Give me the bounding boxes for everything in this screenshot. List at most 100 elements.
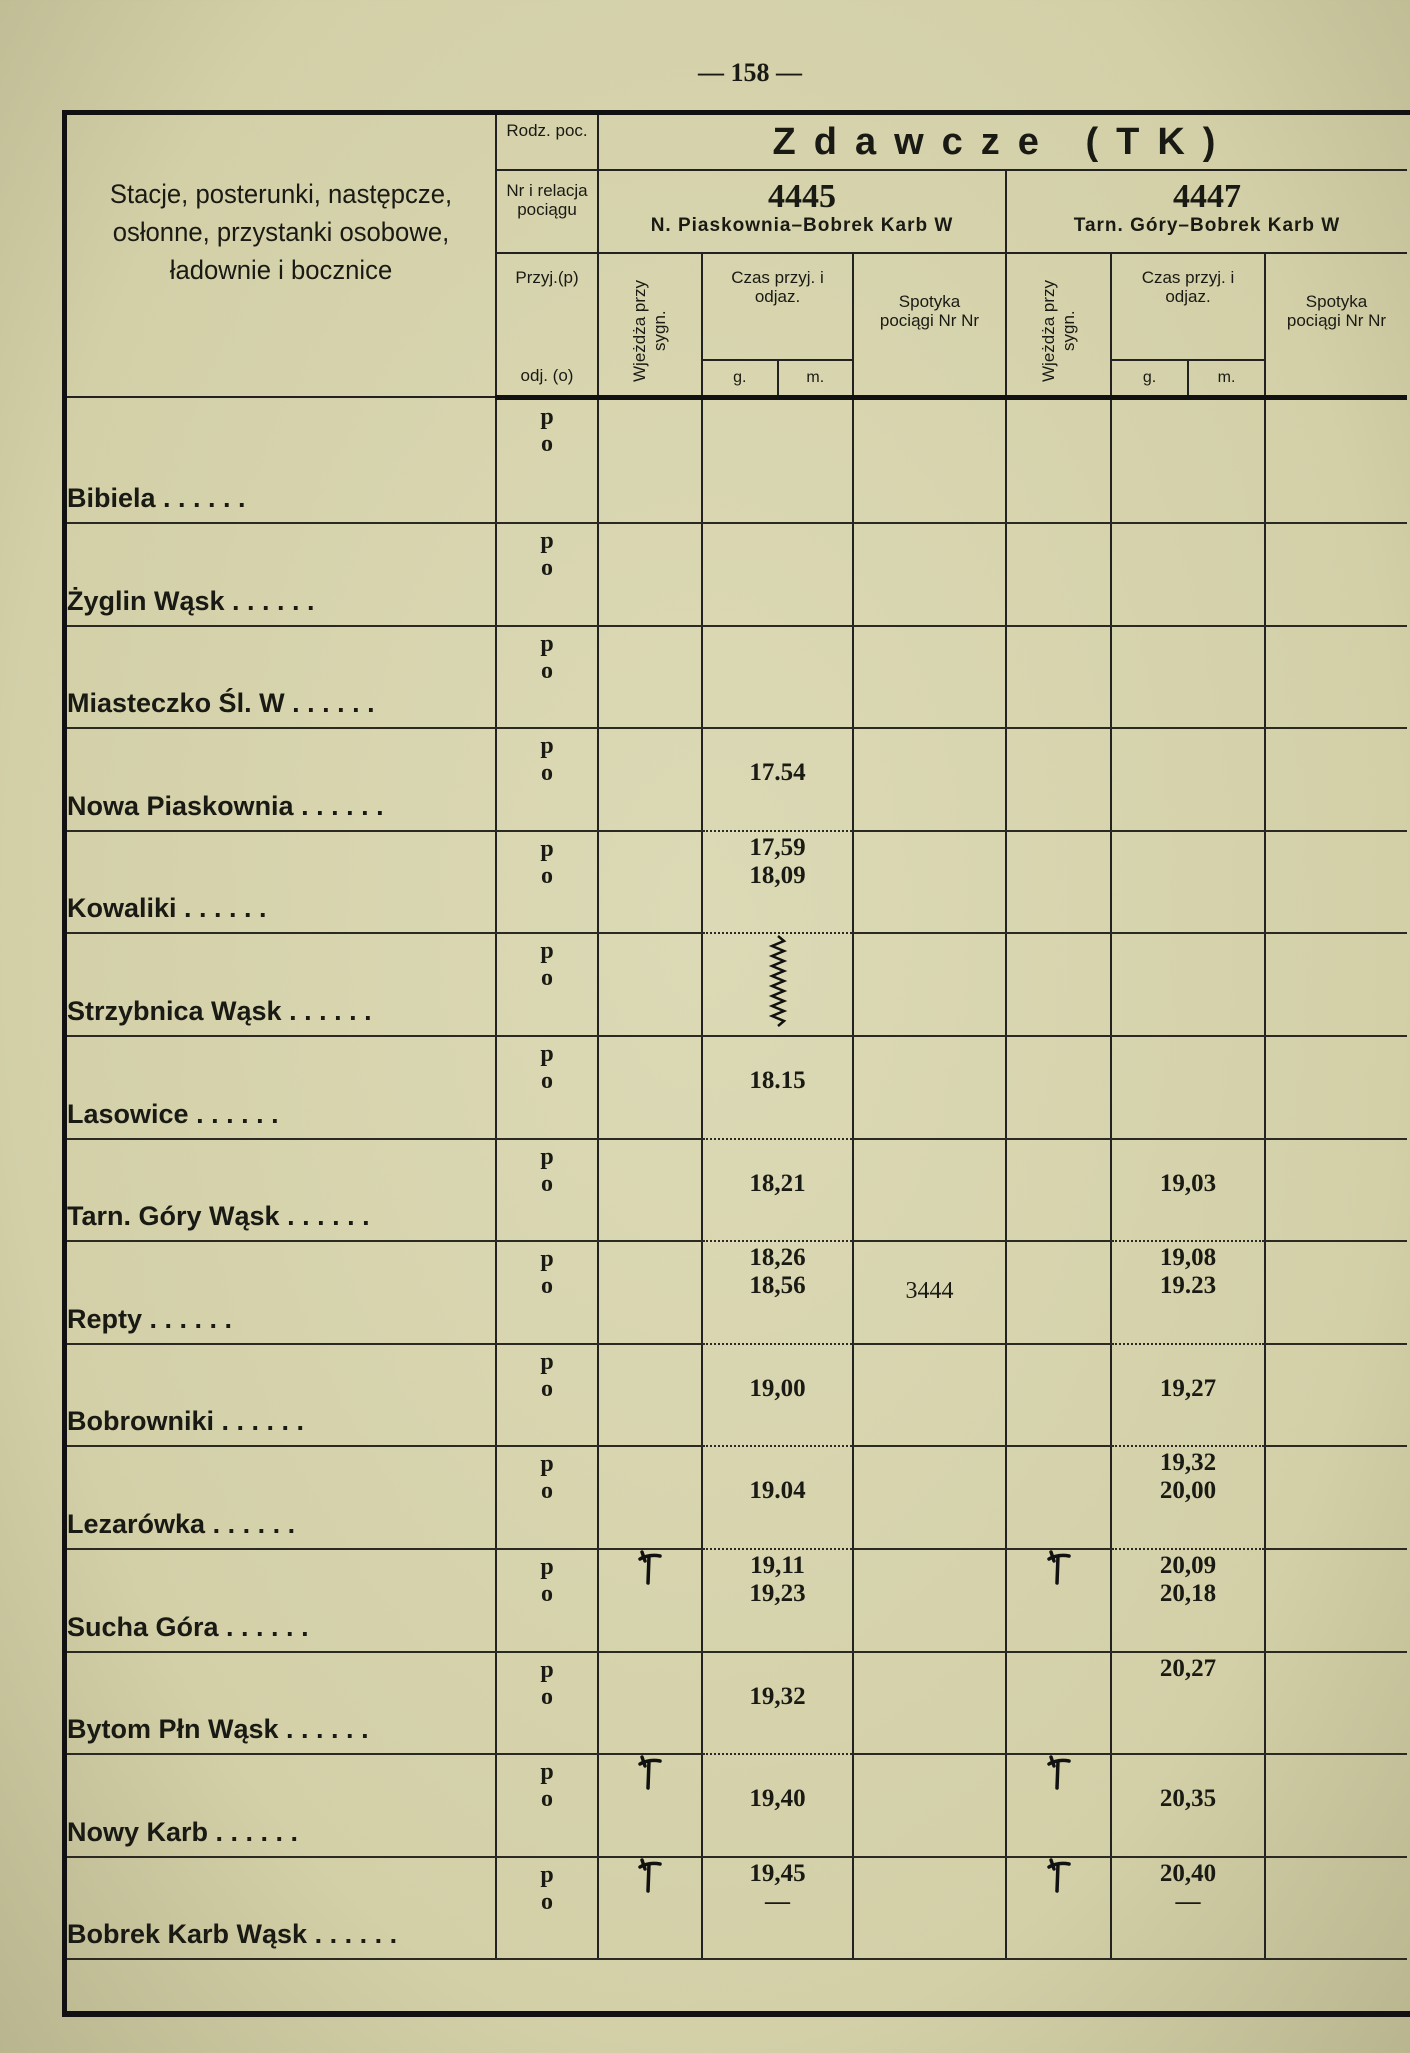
arrival-marker: p xyxy=(540,1143,554,1170)
station-row: Bytom Płn Wąsk po 19,32 20,27 xyxy=(67,1651,1407,1756)
entry-signal-cell xyxy=(1005,523,1111,627)
station-cell: Żyglin Wąsk xyxy=(67,523,496,627)
station-cell: Bobrowniki xyxy=(67,1343,496,1448)
departure-marker: o xyxy=(541,1478,553,1505)
time-cell: 17.54 xyxy=(701,728,853,832)
time-cell xyxy=(1110,625,1265,730)
arrival-time: 17,59 xyxy=(749,833,806,861)
time-cell xyxy=(1110,523,1265,627)
station-name: Kowaliki xyxy=(67,893,267,924)
meets-cell xyxy=(1264,625,1407,730)
time-cell: 19,32 xyxy=(701,1651,853,1756)
entry-signal-cell xyxy=(597,1035,702,1140)
station-row: Strzybnica Wąsk po xyxy=(67,933,1407,1037)
departure-marker: o xyxy=(541,862,553,889)
time-cell xyxy=(1110,1035,1265,1140)
entry-signal-cell xyxy=(1005,1035,1111,1140)
meets-label: Spotyka pociągi Nr Nr xyxy=(1286,292,1387,330)
entry-signal-cell xyxy=(597,1651,702,1756)
station-cell: Bytom Płn Wąsk xyxy=(67,1651,496,1756)
arrival-time: 19,08 xyxy=(1159,1244,1217,1272)
station-row: Tarn. Góry Wąsk po 18,21 19,03 xyxy=(67,1138,1407,1243)
station-cell: Nowa Piaskownia xyxy=(67,728,496,832)
departure-time: 19,40 xyxy=(749,1785,806,1813)
station-cell: Repty xyxy=(67,1241,496,1345)
departure-marker: o xyxy=(541,1067,553,1094)
entry-signal-cell xyxy=(1005,1651,1111,1756)
title-header: Zdawcze (TK) xyxy=(597,115,1407,171)
entry-signal-cell xyxy=(1005,1241,1111,1345)
time-cell xyxy=(701,933,853,1037)
station-name: Nowa Piaskownia xyxy=(67,791,384,822)
train-relation: N. Piaskownia–Bobrek Karb W xyxy=(650,215,954,236)
time-cell: 19,45— xyxy=(701,1856,853,1961)
departure-label: odj. (o) xyxy=(520,365,574,385)
arrival-marker: p xyxy=(540,1553,554,1580)
meets-header: Spotyka pociągi Nr Nr xyxy=(1264,253,1407,400)
meets-cell xyxy=(1264,1446,1407,1550)
time-cell: 18.15 xyxy=(701,1035,853,1140)
station-cell: Bibiela xyxy=(67,397,496,524)
time-cell: 19,03 xyxy=(1110,1138,1265,1243)
departure-marker: o xyxy=(541,1375,553,1402)
meets-cell xyxy=(852,1343,1006,1448)
entry-signal-cell xyxy=(1005,1754,1111,1858)
station-row: Nowy Karb po 19,40 20,35 xyxy=(67,1754,1407,1858)
meets-cell xyxy=(852,1651,1006,1756)
entry-signal-cell xyxy=(597,1138,702,1243)
time-cell xyxy=(701,523,853,627)
arrival-time: 18,26 xyxy=(749,1244,806,1272)
station-name: Miasteczko Śl. W xyxy=(67,688,375,719)
time-cell: 20,35 xyxy=(1110,1754,1265,1858)
departure-marker: o xyxy=(541,760,553,787)
meets-cell xyxy=(1264,830,1407,935)
entry-signal-header: Wjeżdża przy sygn. xyxy=(1005,253,1111,400)
meets-cell xyxy=(852,933,1006,1037)
time-cell xyxy=(1110,397,1265,524)
entry-signal-cell xyxy=(1005,1138,1111,1243)
station-name: Sucha Góra xyxy=(67,1612,309,1643)
arrival-marker: p xyxy=(540,630,554,657)
train-number: 4447 xyxy=(1173,178,1241,215)
departure-time: 20,35 xyxy=(1159,1785,1217,1813)
page-number: — 158 — xyxy=(698,58,802,87)
arrival-marker: p xyxy=(540,1861,554,1888)
station-cell: Strzybnica Wąsk xyxy=(67,933,496,1037)
meets-cell xyxy=(852,1754,1006,1858)
section-title: Zdawcze (TK) xyxy=(772,121,1234,163)
time-cell: 18,21 xyxy=(701,1138,853,1243)
departure-time: 20,00 xyxy=(1159,1477,1217,1505)
departure-time: 19,32 xyxy=(749,1682,806,1710)
meets-cell xyxy=(852,523,1006,627)
meets-cell xyxy=(1264,1548,1407,1653)
arrival-marker: p xyxy=(540,1759,554,1786)
entry-signal-cell xyxy=(1005,397,1111,524)
table-frame xyxy=(62,110,1410,2017)
departure-time: 17.54 xyxy=(749,759,806,787)
departure-time: — xyxy=(765,1887,790,1915)
arr-dep-header: Przyj.(p) odj. (o) xyxy=(495,253,598,400)
arrival-marker: p xyxy=(540,1656,554,1683)
stations-header-label: Stacje, posterunki, następcze, osłonne, … xyxy=(109,179,453,285)
meets-cell xyxy=(1264,1343,1407,1448)
entry-signal-cell xyxy=(597,933,702,1037)
entry-signal-cell xyxy=(597,1754,702,1858)
stations-header: Stacje, posterunki, następcze, osłonne, … xyxy=(67,115,496,398)
train-4445-header: 4445 N. Piaskownia–Bobrek Karb W xyxy=(597,170,1006,254)
entry-signal-cell xyxy=(597,1856,702,1961)
arrival-marker: p xyxy=(540,1348,554,1375)
station-cell: Bobrek Karb Wąsk xyxy=(67,1856,496,1961)
meets-cell xyxy=(852,1856,1006,1961)
station-cell: Miasteczko Śl. W xyxy=(67,625,496,730)
entry-signal-cell xyxy=(1005,1548,1111,1653)
entry-signal-cell xyxy=(1005,1343,1111,1448)
entry-signal-header: Wjeżdża przy sygn. xyxy=(597,253,702,400)
meets-cell: 3444 xyxy=(852,1241,1006,1345)
